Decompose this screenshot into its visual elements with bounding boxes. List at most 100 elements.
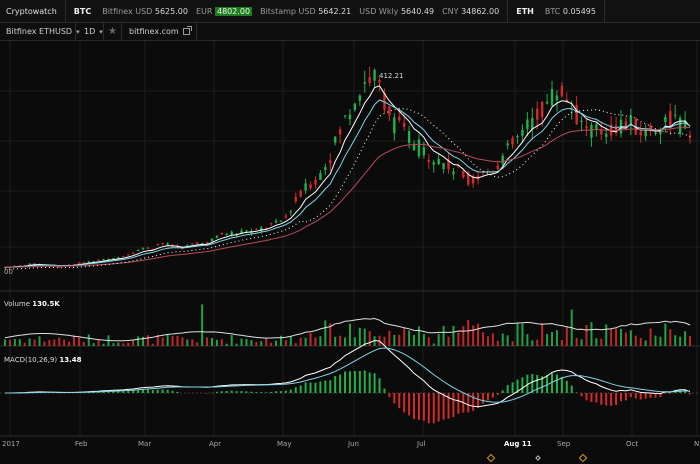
- candle-body: [526, 119, 529, 130]
- candle-body: [205, 242, 209, 245]
- market-label: Bitfinex ETHUSD: [6, 27, 73, 36]
- volume-bar: [191, 339, 194, 346]
- price-chart[interactable]: [0, 41, 700, 464]
- volume-bar: [201, 304, 204, 346]
- macd-histogram-bar: [383, 388, 386, 393]
- candle-body: [166, 243, 169, 245]
- macd-histogram-bar: [437, 393, 440, 422]
- macd-histogram-bar: [477, 393, 480, 408]
- candle-body: [58, 266, 61, 268]
- volume-bar: [644, 340, 647, 346]
- macd-histogram-bar: [413, 393, 416, 420]
- volume-bar: [659, 336, 662, 346]
- macd-histogram-bar: [260, 392, 263, 393]
- macd-histogram-bar: [368, 372, 371, 393]
- x-label-jun: Jun: [348, 440, 359, 448]
- candle-body: [501, 155, 504, 164]
- candle-body: [644, 129, 647, 137]
- volume-bar: [314, 337, 317, 346]
- btc-ticker-item[interactable]: Bitstamp USD 5642.21: [260, 7, 351, 16]
- macd-histogram-bar: [442, 393, 445, 420]
- macd-histogram-bar: [624, 393, 627, 401]
- candle-body: [97, 259, 100, 261]
- volume-bar: [486, 336, 489, 346]
- volume-bar: [102, 343, 105, 346]
- volume-bar: [87, 334, 90, 346]
- candle-body: [654, 132, 657, 134]
- candle-body: [314, 180, 317, 185]
- candle-body: [220, 232, 224, 235]
- volume-bar: [595, 338, 598, 346]
- macd-histogram-bar: [516, 379, 519, 393]
- volume-bar: [166, 334, 169, 346]
- ema-mid-line: [4, 99, 691, 268]
- candle-body: [674, 114, 677, 116]
- btc-ticker-item[interactable]: EUR 4802.00: [196, 6, 253, 16]
- period-selector[interactable]: 1D ▾: [76, 22, 104, 41]
- macd-histogram-bar: [309, 382, 312, 393]
- chevron-down-icon: ▾: [76, 27, 80, 36]
- volume-bar: [92, 343, 95, 346]
- macd-histogram-bar: [615, 393, 618, 405]
- candle-body: [151, 249, 155, 251]
- source-link[interactable]: bitfinex.com: [122, 22, 197, 41]
- candle-body: [447, 159, 450, 169]
- candle-body: [590, 125, 593, 138]
- volume-bar: [452, 325, 455, 346]
- volume-average-line: [4, 317, 691, 342]
- btc-ticker-value: 34862.00: [461, 6, 500, 16]
- macd-histogram-bar: [486, 393, 489, 401]
- candle-body: [437, 158, 440, 165]
- macd-histogram-bar: [674, 391, 677, 393]
- market-selector[interactable]: Bitfinex ETHUSD ▾: [0, 22, 80, 41]
- btc-ticker-label: Bitstamp USD: [260, 6, 319, 16]
- volume-bar: [620, 329, 623, 346]
- macd-histogram-bar: [334, 376, 337, 393]
- macd-histogram-bar: [319, 381, 322, 393]
- macd-histogram-bar: [279, 391, 282, 393]
- volume-bar: [225, 343, 228, 346]
- favorite-button[interactable]: ★: [104, 22, 122, 41]
- candle-body: [555, 95, 559, 101]
- volume-bar: [141, 336, 144, 346]
- macd-histogram-bar: [417, 393, 420, 420]
- volume-bar: [8, 339, 11, 346]
- candle-body: [260, 227, 263, 232]
- candle-body: [264, 227, 268, 229]
- ema-slow-line: [5, 126, 691, 268]
- btc-ticker-item[interactable]: Bitfinex USD 5625.00: [102, 7, 188, 16]
- x-label-2017: 2017: [2, 440, 20, 448]
- volume-bar: [403, 327, 406, 346]
- macd-histogram-bar: [215, 391, 218, 393]
- volume-bar: [664, 323, 667, 346]
- macd-histogram-bar: [339, 374, 342, 393]
- macd-histogram-bar: [102, 391, 105, 393]
- x-label-apr: Apr: [209, 440, 222, 448]
- volume-bar: [639, 337, 642, 346]
- candle-body: [200, 243, 204, 245]
- candle-body: [122, 256, 125, 258]
- volume-bar: [555, 330, 558, 346]
- volume-bar: [634, 335, 637, 346]
- x-label-aug-11[interactable]: Aug 11: [504, 440, 532, 448]
- macd-value: 13.48: [59, 356, 82, 364]
- eth-ticker-item[interactable]: BTC 0.05495: [545, 7, 596, 16]
- btc-symbol[interactable]: BTC: [73, 6, 92, 16]
- volume-bar: [575, 337, 578, 346]
- macd-histogram-bar: [610, 393, 613, 406]
- candle-body: [28, 263, 31, 265]
- volume-bar: [206, 337, 209, 346]
- eth-symbol[interactable]: ETH: [516, 6, 534, 16]
- volume-bar: [324, 320, 327, 346]
- btc-ticker-item[interactable]: USD Wkly 5640.49: [359, 7, 434, 16]
- candle-body: [141, 247, 145, 249]
- macd-histogram-bar: [255, 392, 258, 393]
- volume-bar: [270, 342, 273, 346]
- candle-body: [462, 171, 465, 178]
- price-axis-stub: 00: [4, 268, 13, 276]
- btc-ticker-label: CNY: [442, 6, 462, 16]
- btc-ticker-item[interactable]: CNY 34862.00: [442, 7, 499, 16]
- app-logo[interactable]: Cryptowatch: [0, 0, 66, 23]
- macd-indicator-label: MACD(10,26,9) 13.48: [4, 356, 82, 364]
- volume-bar: [275, 340, 278, 346]
